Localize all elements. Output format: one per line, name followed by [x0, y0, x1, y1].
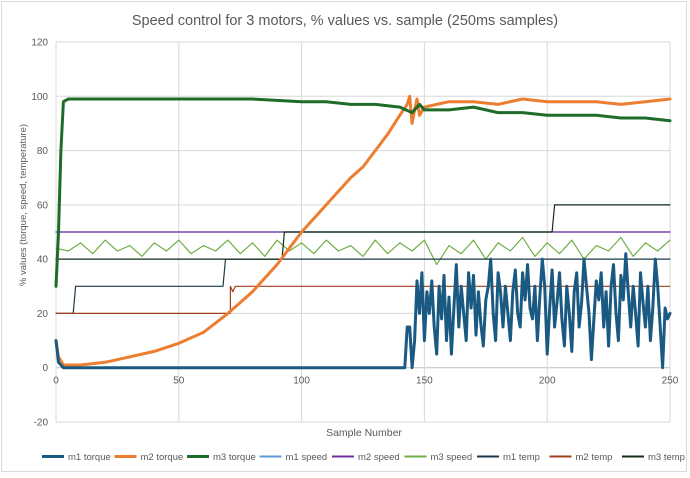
y-tick-label: 100 [31, 92, 48, 103]
legend-label: m1 torque [68, 452, 111, 463]
x-tick-label: 150 [416, 376, 433, 387]
x-tick-label: 100 [293, 376, 310, 387]
x-tick-label: 50 [173, 376, 185, 387]
x-tick-label: 0 [53, 376, 59, 387]
y-tick-label: 40 [37, 255, 49, 266]
legend-label: m2 temp [576, 452, 613, 463]
series-lines [54, 94, 672, 370]
y-tick-labels: -20 0 20 40 60 80 100 120 [31, 38, 48, 429]
line-chart: Speed control for 3 motors, % values vs.… [18, 13, 685, 463]
x-tick-labels: 0 50 100 150 200 250 [53, 376, 679, 387]
legend-label: m2 speed [358, 452, 400, 463]
series-line-m3-torque [54, 97, 672, 288]
legend-label: m3 temp [648, 452, 685, 463]
y-tick-label: 80 [37, 146, 49, 157]
x-tick-label: 250 [662, 376, 679, 387]
y-tick-label: 60 [37, 200, 49, 211]
x-tick-label: 200 [539, 376, 556, 387]
series-line-m3-speed [55, 236, 671, 266]
series-line-m3-temp [55, 204, 671, 260]
chart-frame: Speed control for 3 motors, % values vs.… [1, 1, 687, 472]
y-tick-label: 120 [31, 38, 48, 49]
legend-label: m1 temp [503, 452, 540, 463]
legend-label: m3 speed [431, 452, 473, 463]
series-line-m2-torque [54, 94, 672, 367]
y-tick-label: 20 [37, 309, 49, 320]
legend-label: m1 speed [286, 452, 328, 463]
y-tick-label: -20 [34, 418, 49, 429]
y-axis-label: % values (torque, speed, temperature) [18, 124, 29, 286]
y-tick-label: 0 [42, 363, 48, 374]
chart-title: Speed control for 3 motors, % values vs.… [132, 13, 558, 29]
legend-label: m2 torque [141, 452, 184, 463]
series-line-m1-torque [54, 252, 672, 370]
x-axis-label: Sample Number [326, 427, 402, 439]
legend-label: m3 torque [213, 452, 256, 463]
legend: m1 torque m2 torque m3 torque m1 speed m2 sp… [42, 452, 685, 463]
series-line-m2-temp [55, 285, 671, 314]
